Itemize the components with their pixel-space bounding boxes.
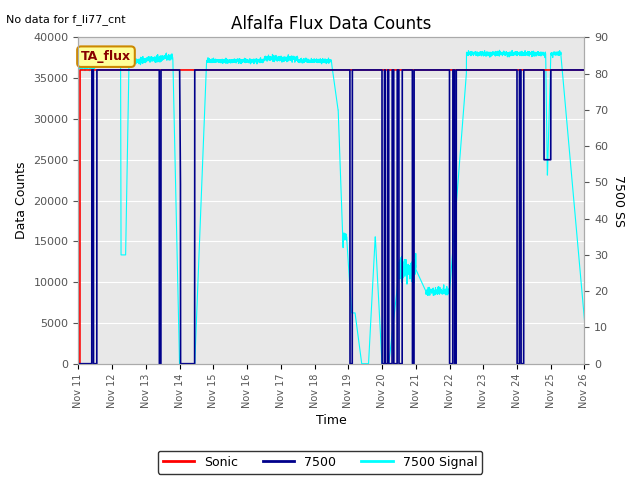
Y-axis label: 7500 SS: 7500 SS bbox=[612, 175, 625, 227]
Text: No data for f_li77_cnt: No data for f_li77_cnt bbox=[6, 14, 126, 25]
Y-axis label: Data Counts: Data Counts bbox=[15, 162, 28, 239]
Legend: Sonic, 7500, 7500 Signal: Sonic, 7500, 7500 Signal bbox=[158, 451, 482, 474]
Text: TA_flux: TA_flux bbox=[81, 50, 131, 63]
X-axis label: Time: Time bbox=[316, 414, 347, 427]
Title: Alfalfa Flux Data Counts: Alfalfa Flux Data Counts bbox=[231, 15, 431, 33]
